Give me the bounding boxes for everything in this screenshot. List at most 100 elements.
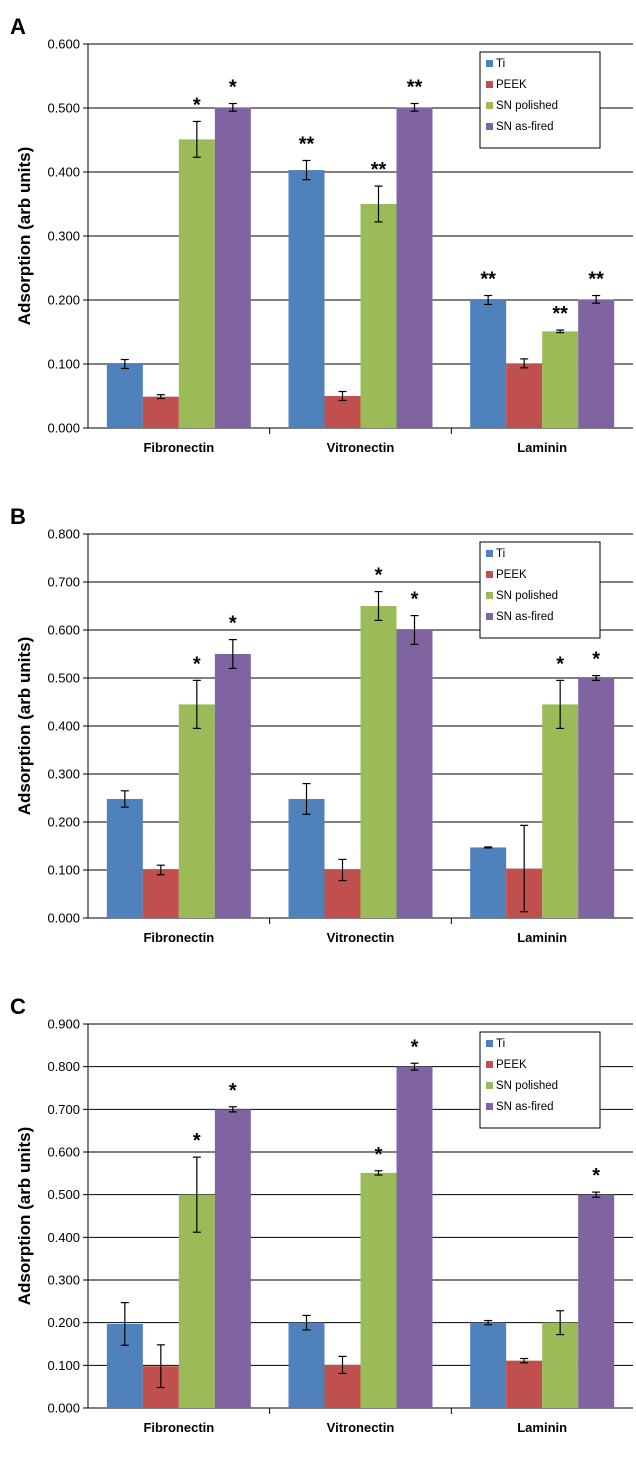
bar-peek [506,1360,543,1408]
bar-ti [288,170,325,428]
legend-box [479,51,601,149]
legend-label: SN as-fired [496,1101,554,1113]
bar-sn-polished [178,139,215,429]
y-axis-title: Adsorption (arb units) [15,147,34,325]
bar-sn-as-fired [214,107,251,429]
legend-swatch [486,550,493,557]
bar-sn-polished [542,1322,579,1408]
x-category-label: Fibronectin [143,930,214,945]
significance-marker: * [229,613,237,635]
y-tick-label: 0.900 [47,1017,80,1032]
bar-ti [288,798,325,918]
significance-marker: ** [588,269,604,291]
y-tick-label: 0.400 [47,1230,80,1245]
legend: Ti PEEK SN polished SN as-fired [479,541,601,639]
legend-swatch [486,102,493,109]
y-tick-label: 0.400 [47,719,80,734]
y-axis-title: Adsorption (arb units) [15,1127,34,1305]
y-axis-title: Adsorption (arb units) [15,637,34,815]
legend-box [479,541,601,639]
bar-sn-polished [542,704,579,918]
significance-marker: ** [407,77,423,99]
bar-peek [142,396,179,428]
legend-swatch [486,1103,493,1110]
bar-peek [142,870,179,918]
bar-ti [106,798,143,918]
significance-marker: * [375,565,383,587]
legend-swatch [486,571,493,578]
chart-panel-C: C Adsorption (arb units) 0.000 0.100 0.200 0.… [10,994,633,1435]
bar-sn-as-fired [396,107,433,429]
significance-marker: ** [480,269,496,291]
significance-marker: * [411,1036,419,1058]
significance-marker: ** [371,159,387,181]
bar-sn-as-fired [214,654,251,918]
legend-label: SN polished [496,1080,558,1092]
y-tick-label: 0.100 [47,357,80,372]
bar-ti [470,847,507,918]
significance-marker: * [411,589,419,611]
legend-label: SN polished [496,100,558,112]
y-tick-label: 0.800 [47,527,80,542]
legend-label: Ti [496,1038,505,1050]
x-category-label: Laminin [517,930,567,945]
y-tick-label: 0.300 [47,767,80,782]
significance-marker: * [193,94,201,116]
y-tick-label: 0.000 [47,421,80,436]
y-tick-label: 0.500 [47,671,80,686]
legend-swatch [486,613,493,620]
bar-sn-polished [360,606,397,918]
legend-swatch [486,60,493,67]
legend-swatch [486,1061,493,1068]
y-tick-label: 0.000 [47,1401,80,1416]
legend-swatch [486,1040,493,1047]
legend-box [479,1031,601,1129]
significance-marker: * [556,653,564,675]
significance-marker: * [592,649,600,671]
bar-sn-polished [542,331,579,428]
legend-swatch [486,123,493,130]
legend-label: PEEK [496,569,527,581]
y-tick-label: 0.200 [47,815,80,830]
legend-label: PEEK [496,79,527,91]
bar-ti [106,364,143,428]
y-tick-label: 0.400 [47,165,80,180]
y-tick-label: 0.300 [47,229,80,244]
significance-marker: * [229,1080,237,1102]
bar-sn-as-fired [396,630,433,918]
legend-swatch [486,592,493,599]
bar-sn-as-fired [578,678,615,918]
panel-letter: C [10,994,26,1019]
y-tick-label: 0.600 [47,623,80,638]
x-category-label: Laminin [517,1420,567,1435]
y-tick-label: 0.000 [47,911,80,926]
y-tick-label: 0.200 [47,293,80,308]
bar-ti [288,1322,325,1408]
legend-label: SN as-fired [496,121,554,133]
x-category-label: Laminin [517,440,567,455]
legend: Ti PEEK SN polished SN as-fired [479,1031,601,1129]
legend-swatch [486,81,493,88]
legend-swatch [486,1082,493,1089]
legend-label: SN as-fired [496,611,554,623]
y-tick-label: 0.500 [47,101,80,116]
y-tick-label: 0.700 [47,1102,80,1117]
y-tick-label: 0.700 [47,575,80,590]
panel-letter: A [10,14,26,39]
x-category-label: Fibronectin [143,440,214,455]
bar-sn-as-fired [578,1194,615,1408]
bar-peek [324,396,361,428]
legend-label: Ti [496,58,505,70]
y-tick-label: 0.200 [47,1315,80,1330]
x-category-label: Vitronectin [327,1420,395,1435]
significance-marker: * [229,77,237,99]
significance-marker: * [592,1165,600,1187]
y-tick-label: 0.100 [47,863,80,878]
significance-marker: ** [299,133,315,155]
bar-sn-polished [178,704,215,918]
y-tick-label: 0.800 [47,1059,80,1074]
bar-sn-polished [360,204,397,428]
x-category-label: Vitronectin [327,440,395,455]
legend-label: Ti [496,548,505,560]
